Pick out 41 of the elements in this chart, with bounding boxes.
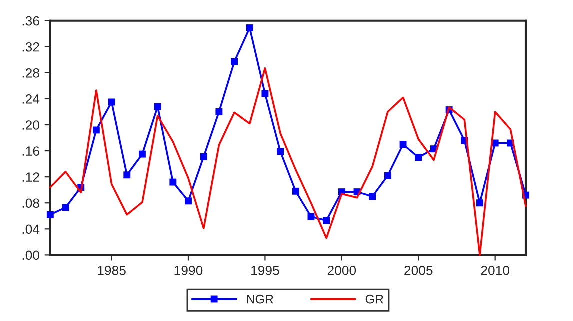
point — [323, 217, 330, 224]
y-tick-label: .12 — [22, 172, 40, 182]
y-tick-label: .24 — [22, 94, 40, 104]
point — [170, 178, 177, 186]
point — [92, 126, 100, 134]
x-tick-label: 1985 — [98, 266, 126, 276]
point — [46, 211, 54, 218]
y-tick-label: .16 — [22, 146, 40, 156]
point — [292, 188, 300, 195]
y-tick-label: .28 — [22, 68, 40, 78]
y-tick-label: .20 — [22, 120, 40, 130]
legend-label: GR — [366, 294, 384, 304]
point — [277, 148, 284, 156]
point — [400, 141, 407, 148]
point — [308, 213, 315, 220]
point — [369, 193, 376, 200]
point — [185, 198, 192, 205]
y-tick-label: .04 — [22, 224, 40, 234]
point — [476, 200, 484, 207]
point — [231, 58, 238, 66]
x-tick-label: 2005 — [404, 266, 433, 276]
x-tick-label: 2000 — [328, 266, 356, 276]
point — [415, 154, 422, 162]
point — [124, 172, 131, 179]
y-tick-label: .36 — [22, 16, 40, 26]
point — [262, 90, 269, 98]
x-tick-label: 1995 — [252, 266, 280, 276]
point — [216, 108, 223, 116]
legend-label: NGR — [247, 294, 274, 304]
x-tick-label: 1990 — [174, 266, 203, 276]
point — [108, 98, 116, 106]
point — [62, 204, 70, 212]
point — [246, 24, 254, 32]
y-tick-label: .32 — [22, 42, 40, 52]
y-tick-label: .08 — [22, 198, 40, 208]
x-tick-label: 2010 — [481, 266, 510, 276]
point — [154, 103, 162, 110]
y-tick-label: .00 — [22, 250, 40, 260]
point — [200, 153, 208, 160]
point — [139, 150, 146, 158]
point — [384, 172, 392, 180]
